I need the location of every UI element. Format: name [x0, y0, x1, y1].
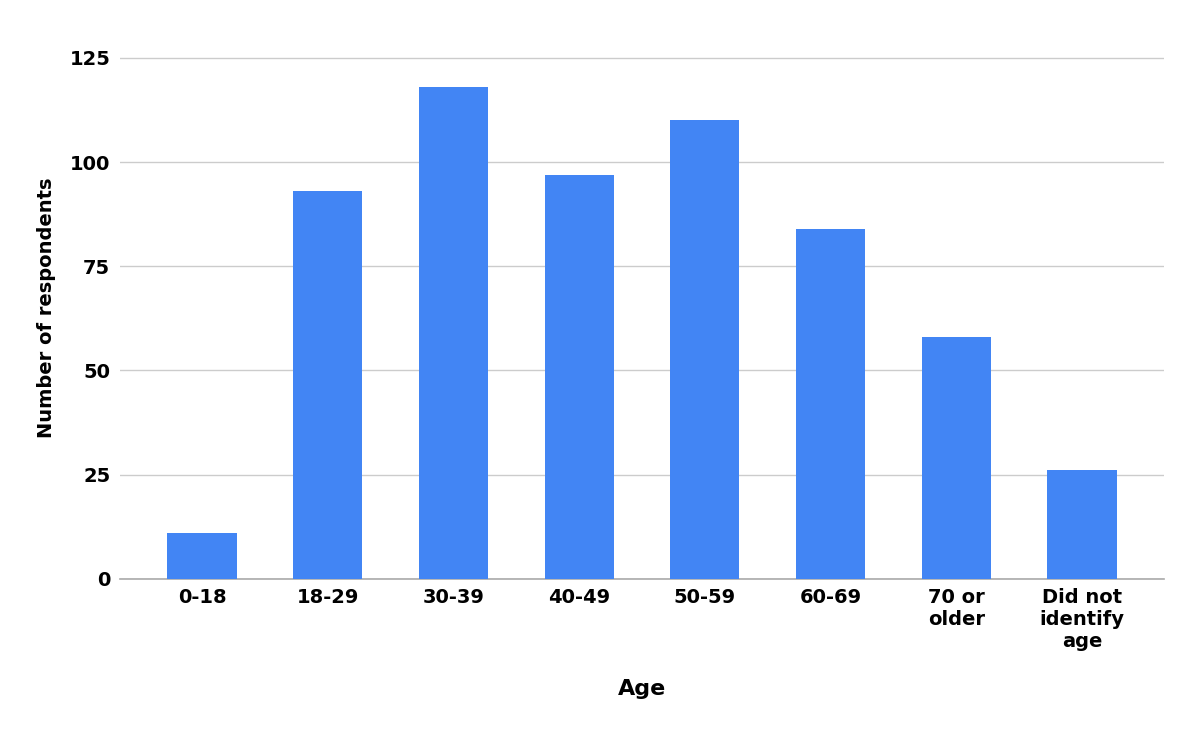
Bar: [545, 174, 613, 579]
Bar: [671, 120, 739, 579]
Bar: [293, 191, 362, 579]
Bar: [1048, 470, 1116, 579]
Bar: [168, 533, 236, 579]
X-axis label: Age: Age: [618, 679, 666, 699]
Bar: [922, 337, 991, 579]
Bar: [796, 229, 865, 579]
Bar: [419, 87, 488, 579]
Y-axis label: Number of respondents: Number of respondents: [36, 177, 55, 439]
